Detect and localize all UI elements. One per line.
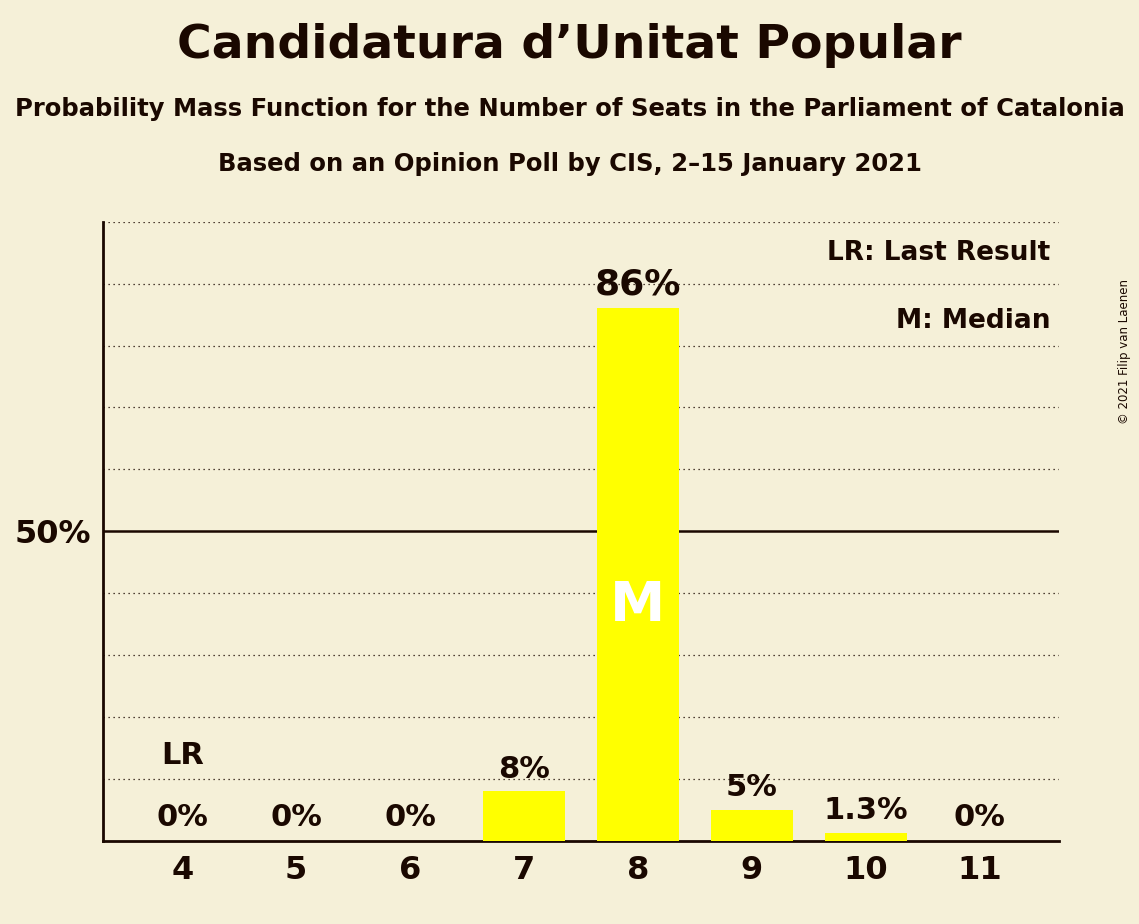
- Bar: [597, 309, 679, 841]
- Text: Based on an Opinion Poll by CIS, 2–15 January 2021: Based on an Opinion Poll by CIS, 2–15 Ja…: [218, 152, 921, 176]
- Text: LR: LR: [161, 741, 204, 770]
- Text: 0%: 0%: [953, 803, 1006, 832]
- Text: 86%: 86%: [595, 267, 681, 301]
- Text: Probability Mass Function for the Number of Seats in the Parliament of Catalonia: Probability Mass Function for the Number…: [15, 97, 1124, 121]
- Text: LR: Last Result: LR: Last Result: [827, 240, 1050, 266]
- Text: 1.3%: 1.3%: [823, 796, 908, 825]
- Text: M: M: [611, 578, 665, 633]
- Text: © 2021 Filip van Laenen: © 2021 Filip van Laenen: [1118, 279, 1131, 423]
- Bar: [711, 809, 793, 841]
- Bar: [825, 833, 907, 841]
- Bar: [483, 791, 565, 841]
- Text: Candidatura d’Unitat Popular: Candidatura d’Unitat Popular: [178, 23, 961, 68]
- Text: M: Median: M: Median: [895, 309, 1050, 334]
- Text: 5%: 5%: [726, 773, 778, 802]
- Text: 0%: 0%: [270, 803, 322, 832]
- Text: 8%: 8%: [498, 755, 550, 784]
- Text: 0%: 0%: [384, 803, 436, 832]
- Text: 0%: 0%: [156, 803, 208, 832]
